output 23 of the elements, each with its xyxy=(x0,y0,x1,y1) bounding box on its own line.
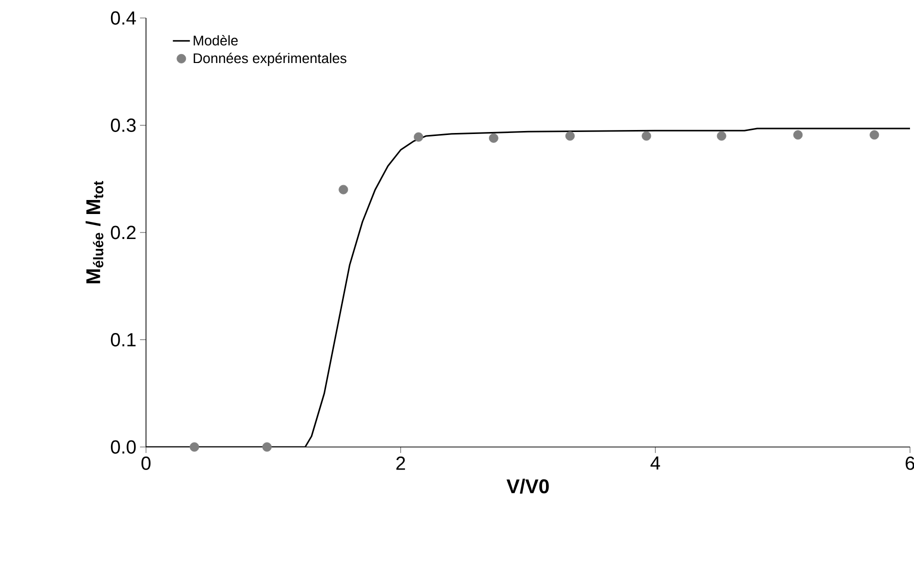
x-tick-label: 0 xyxy=(141,456,151,470)
x-tick-label: 6 xyxy=(906,456,914,470)
legend-label: Modèle xyxy=(194,35,238,46)
point xyxy=(488,133,498,143)
point xyxy=(793,130,803,140)
x-tick-label: 2 xyxy=(396,456,405,470)
point xyxy=(870,130,880,140)
x-tick-label: 4 xyxy=(650,456,660,470)
y-tick-label: 0.0 xyxy=(110,440,136,454)
point xyxy=(338,184,348,194)
y-tick-label: 0.2 xyxy=(110,226,136,240)
x-axis-title: V/V0 xyxy=(506,478,549,494)
point xyxy=(565,131,575,141)
point xyxy=(262,442,272,452)
y-tick-label: 0.1 xyxy=(110,333,136,346)
point xyxy=(190,442,200,452)
point xyxy=(642,131,652,141)
y-tick-label: 0.3 xyxy=(110,118,136,132)
point xyxy=(716,131,726,141)
legend-label: Données expérimentales xyxy=(194,52,346,66)
point xyxy=(414,132,424,142)
y-axis-title: M$_{éluée}$ / M$_{tot}$ xyxy=(86,181,104,284)
y-tick-label: 0.4 xyxy=(110,11,136,25)
